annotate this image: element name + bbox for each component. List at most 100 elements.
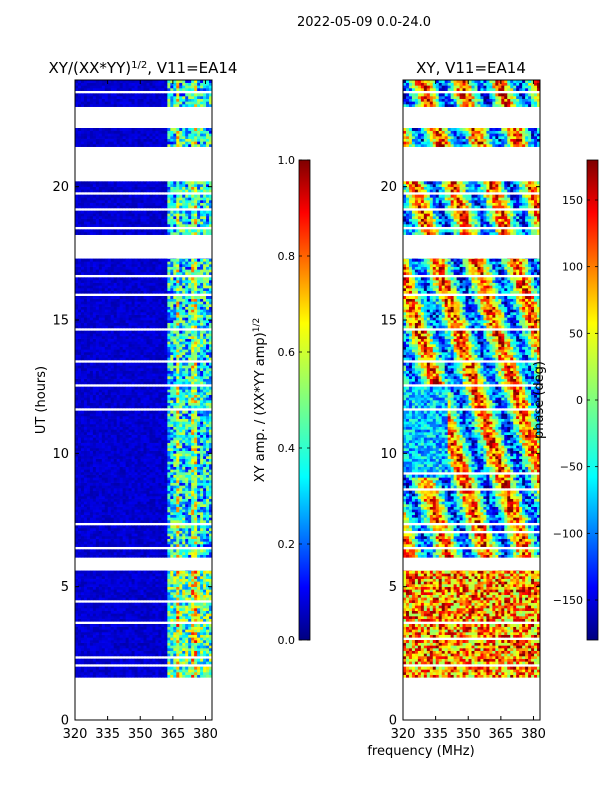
heatmap-cell: [105, 669, 108, 672]
heatmap-cell: [102, 536, 105, 539]
heatmap-cell: [117, 592, 120, 595]
heatmap-cell: [102, 603, 105, 606]
heatmap-cell: [176, 576, 179, 579]
heatmap-cell: [90, 461, 93, 464]
heatmap-cell: [158, 491, 161, 494]
heatmap-cell: [182, 477, 185, 480]
heatmap-cell: [129, 483, 132, 486]
heatmap-cell: [170, 581, 173, 584]
heatmap-cell: [179, 421, 182, 424]
heatmap-cell: [155, 605, 158, 608]
heatmap-cell: [84, 405, 87, 408]
heatmap-cell: [129, 421, 132, 424]
heatmap-cell: [105, 571, 108, 574]
heatmap-cell: [146, 667, 149, 670]
heatmap-cell: [123, 629, 126, 632]
heatmap-cell: [203, 421, 206, 424]
heatmap-cell: [132, 571, 135, 574]
heatmap-cell: [114, 635, 117, 638]
heatmap-cell: [102, 595, 105, 598]
heatmap-cell: [185, 405, 188, 408]
heatmap-cell: [93, 429, 96, 432]
heatmap-cell: [146, 485, 149, 488]
heatmap-cell: [117, 648, 120, 651]
heatmap-cell: [129, 531, 132, 534]
heatmap-cell: [108, 571, 111, 574]
heatmap-cell: [188, 419, 191, 422]
heatmap-cell: [105, 432, 108, 435]
heatmap-cell: [152, 389, 155, 392]
heatmap-cell: [164, 651, 167, 654]
heatmap-cell: [182, 480, 185, 483]
heatmap-cell: [194, 395, 197, 398]
heatmap-cell: [138, 616, 141, 619]
heatmap-cell: [173, 533, 176, 536]
heatmap-cell: [141, 520, 144, 523]
heatmap-cell: [132, 464, 135, 467]
heatmap-cell: [170, 595, 173, 598]
heatmap-cell: [144, 499, 147, 502]
heatmap-cell: [114, 491, 117, 494]
heatmap-cell: [179, 520, 182, 523]
heatmap-cell: [111, 520, 114, 523]
heatmap-cell: [144, 651, 147, 654]
heatmap-cell: [185, 667, 188, 670]
heatmap-cell: [164, 389, 167, 392]
heatmap-cell: [161, 467, 164, 470]
heatmap-cell: [191, 499, 194, 502]
heatmap-cell: [75, 555, 78, 558]
heatmap-cell: [135, 440, 138, 443]
heatmap-cell: [102, 475, 105, 478]
heatmap-cell: [185, 355, 188, 358]
heatmap-cell: [141, 475, 144, 478]
heatmap-cell: [179, 395, 182, 398]
heatmap-cell: [96, 400, 99, 403]
heatmap-cell: [158, 576, 161, 579]
heatmap-cell: [161, 435, 164, 438]
heatmap-cell: [182, 669, 185, 672]
heatmap-cell: [129, 363, 132, 366]
heatmap-cell: [132, 539, 135, 542]
heatmap-cell: [167, 648, 170, 651]
heatmap-cell: [120, 515, 123, 518]
heatmap-cell: [182, 504, 185, 507]
heatmap-cell: [96, 443, 99, 446]
heatmap-cell: [173, 365, 176, 368]
heatmap-cell: [105, 461, 108, 464]
heatmap-cell: [138, 472, 141, 475]
heatmap-cell: [197, 365, 200, 368]
heatmap-cell: [194, 496, 197, 499]
heatmap-cell: [146, 357, 149, 360]
heatmap-cell: [155, 448, 158, 451]
heatmap-cell: [81, 533, 84, 536]
heatmap-cell: [188, 496, 191, 499]
heatmap-cell: [78, 379, 81, 382]
heatmap-cell: [81, 648, 84, 651]
heatmap-cell: [99, 392, 102, 395]
heatmap-cell: [200, 675, 203, 678]
heatmap-cell: [102, 488, 105, 491]
heatmap-cell: [152, 419, 155, 422]
heatmap-cell: [203, 400, 206, 403]
heatmap-cell: [105, 512, 108, 515]
heatmap-cell: [200, 435, 203, 438]
heatmap-cell: [146, 491, 149, 494]
heatmap-cell: [179, 651, 182, 654]
heatmap-cell: [141, 608, 144, 611]
heatmap-cell: [188, 581, 191, 584]
heatmap-cell: [102, 379, 105, 382]
heatmap-cell: [117, 448, 120, 451]
heatmap-cell: [155, 419, 158, 422]
heatmap-cell: [206, 472, 209, 475]
heatmap-cell: [129, 528, 132, 531]
heatmap-cell: [111, 653, 114, 656]
heatmap-cell: [188, 424, 191, 427]
heatmap-cell: [173, 584, 176, 587]
heatmap-cell: [206, 355, 209, 358]
heatmap-cell: [87, 400, 90, 403]
heatmap-cell: [176, 581, 179, 584]
heatmap-cell: [78, 555, 81, 558]
heatmap-cell: [176, 637, 179, 640]
heatmap-cell: [200, 651, 203, 654]
heatmap-cell: [96, 413, 99, 416]
